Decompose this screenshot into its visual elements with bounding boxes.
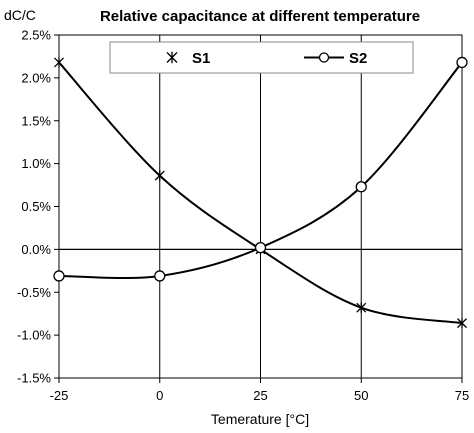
legend-s2-marker bbox=[318, 52, 330, 63]
series-s1-point bbox=[356, 302, 367, 313]
y-tick-label: 2.5% bbox=[21, 28, 51, 43]
legend: S1 S2 bbox=[109, 41, 414, 74]
x-tick-label: 25 bbox=[253, 388, 267, 403]
y-tick-label: 2.0% bbox=[21, 70, 51, 85]
grid-lines bbox=[159, 35, 362, 378]
x-axis-label: Temerature [°C] bbox=[211, 411, 309, 427]
legend-s1-marker bbox=[166, 51, 178, 64]
series-s2-point bbox=[355, 181, 367, 193]
series-s1-point bbox=[154, 170, 165, 181]
series-s2-point bbox=[154, 270, 166, 282]
legend-s1-label: S1 bbox=[192, 50, 210, 67]
series-s2-point bbox=[254, 242, 267, 254]
legend-box bbox=[109, 41, 414, 74]
chart-title: Relative capacitance at different temper… bbox=[100, 8, 420, 25]
x-tick-label: 50 bbox=[354, 388, 368, 403]
y-tick-label: 1.0% bbox=[21, 156, 51, 171]
y-axis-ticks: 2.5% 2.0% 1.5% 1.0% 0.5% 0.0% -0.5% -1.0% -1.5% bbox=[17, 28, 59, 386]
y-tick-label: 0.0% bbox=[21, 242, 51, 257]
y-tick-label: -0.5% bbox=[17, 285, 51, 300]
x-tick-label: -25 bbox=[50, 388, 69, 403]
x-tick-label: 75 bbox=[455, 388, 469, 403]
series-s1-point bbox=[54, 57, 64, 68]
series-s1-point bbox=[457, 317, 467, 329]
y-tick-label: -1.5% bbox=[17, 371, 51, 386]
y-tick-label: -1.0% bbox=[17, 328, 51, 343]
y-tick-label: 0.5% bbox=[21, 199, 51, 214]
series-s2-point bbox=[53, 270, 65, 282]
y-tick-label: 1.5% bbox=[21, 113, 51, 128]
legend-s2-label: S2 bbox=[349, 50, 367, 67]
y-axis-label: dC/C bbox=[4, 7, 36, 23]
x-axis-ticks: -25 0 25 50 75 bbox=[50, 378, 469, 403]
legend-s1-asterisk bbox=[166, 51, 178, 64]
series-s2-point bbox=[456, 56, 468, 69]
series-layer bbox=[53, 56, 468, 329]
x-tick-label: 0 bbox=[156, 388, 163, 403]
